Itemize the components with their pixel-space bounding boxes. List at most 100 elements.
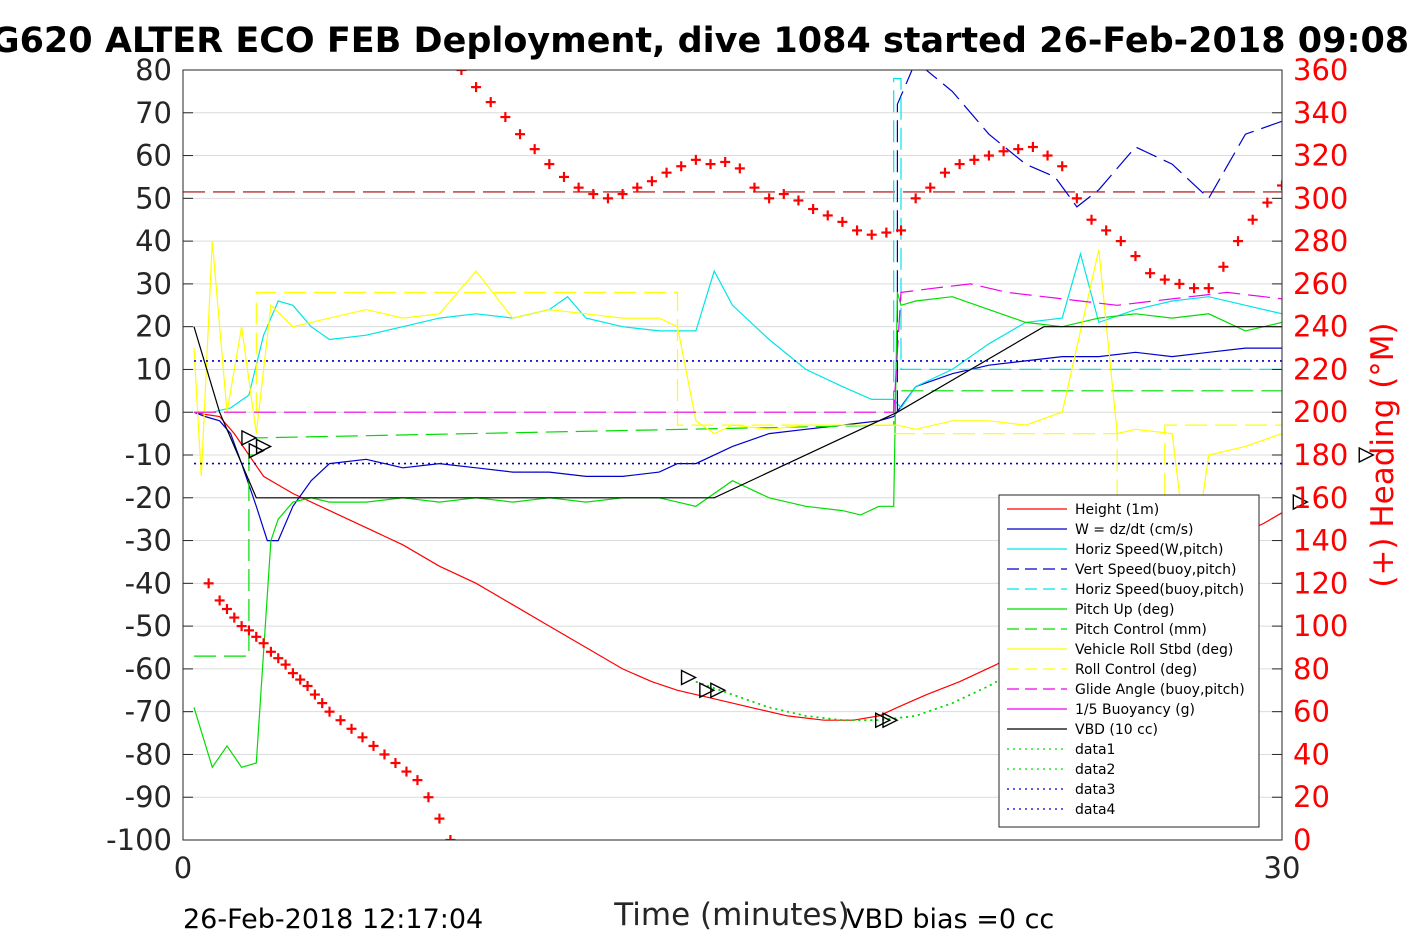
legend-label-3: Vert Speed(buoy,pitch) [1075, 562, 1237, 578]
legend-label-0: Height (1m) [1075, 502, 1159, 518]
heading-point [793, 195, 804, 206]
heading-point [749, 182, 760, 193]
heading-point [1174, 278, 1185, 289]
left-tick-label: -70 [125, 695, 172, 729]
heading-point [720, 156, 731, 167]
heading-point [822, 210, 833, 221]
left-tick-label: 80 [135, 53, 172, 87]
heading-point [969, 154, 980, 165]
legend: Height (1m) W = dz/dt (cm/s) Horiz Speed(W… [998, 494, 1260, 828]
legend-label-10: 1/5 Buoyancy (g) [1075, 702, 1195, 718]
triangle-marker [241, 429, 258, 447]
legend-label-8: Roll Control (deg) [1075, 662, 1197, 678]
heading-point [1130, 251, 1141, 262]
right-tick-label: 180 [1293, 438, 1348, 472]
heading-point [456, 70, 467, 75]
heading-point [309, 689, 320, 700]
x-axis-label: Time (minutes) [613, 897, 849, 933]
heading-point [423, 792, 434, 803]
series-line-8 [194, 291, 1282, 584]
heading-point [939, 167, 950, 178]
heading-point [881, 227, 892, 238]
series-line-1 [193, 347, 1282, 542]
heading-point [910, 193, 921, 204]
heading-point [558, 171, 569, 182]
heading-point [203, 578, 214, 589]
right-tick-label: 280 [1293, 224, 1348, 258]
series-line-9 [194, 283, 1282, 413]
heading-point [390, 758, 401, 768]
right-tick-label: 0 [1293, 823, 1311, 857]
left-tick-label: -90 [125, 780, 172, 814]
heading-point [317, 698, 328, 709]
legend-label-2: Horiz Speed(W,pitch) [1075, 542, 1223, 558]
heading-point [1145, 268, 1156, 279]
heading-point [346, 723, 357, 734]
chart-title: G620 ALTER ECO FEB Deployment, dive 1084… [0, 21, 1409, 61]
heading-point [357, 732, 368, 743]
right-tick-label: 80 [1293, 652, 1330, 686]
heading-point [1101, 225, 1112, 236]
series-layer [183, 70, 1282, 769]
heading-point [287, 668, 298, 679]
heading-point [379, 749, 390, 760]
legend-box [998, 494, 1260, 828]
left-tick-label: 60 [135, 139, 172, 173]
heading-point [1057, 161, 1068, 172]
left-tick-label: -100 [106, 823, 172, 857]
right-tick-label: 220 [1293, 352, 1348, 386]
right-tick-label: 360 [1293, 53, 1348, 87]
series-line-7 [193, 241, 1282, 584]
left-tick-label: 30 [135, 267, 172, 301]
left-tick-label: -30 [125, 524, 172, 558]
heading-point [1262, 197, 1273, 208]
right-tick-label: 340 [1293, 96, 1348, 130]
right-tick-label: 300 [1293, 181, 1348, 215]
heading-point [764, 193, 775, 204]
heading-point [998, 146, 1009, 157]
heading-point [273, 653, 284, 664]
heading-point [1189, 283, 1200, 294]
legend-label-15: data4 [1075, 802, 1116, 818]
heading-point [243, 625, 254, 636]
right-tick-label: 100 [1293, 609, 1348, 643]
triangle-marker [710, 682, 727, 699]
footer-timestamp: 26-Feb-2018 12:17:04 [183, 904, 483, 935]
legend-label-9: Glide Angle (buoy,pitch) [1075, 682, 1245, 698]
heading-point [734, 163, 745, 174]
heading-point [251, 631, 262, 642]
heading-point [280, 659, 291, 670]
heading-point [602, 193, 613, 204]
legend-label-14: data3 [1075, 782, 1115, 798]
legend-label-1: W = dz/dt (cm/s) [1075, 522, 1194, 538]
heading-point [434, 813, 445, 824]
series-line-11 [193, 326, 1282, 499]
triangle-marker [1358, 446, 1375, 464]
heading-point [1277, 180, 1282, 191]
left-axis-ticks: 80 70 60 50 40 30 20 10 0 -10 -20 -30 -40 -50 -60 -70 -8… [106, 53, 193, 857]
legend-label-6: Pitch Control (mm) [1075, 622, 1207, 638]
heading-point [1218, 261, 1229, 272]
left-tick-label: 0 [154, 395, 172, 429]
left-tick-label: 70 [135, 96, 172, 130]
heading-point [236, 621, 247, 632]
heading-point [500, 112, 511, 123]
heading-point [646, 176, 657, 187]
heading-point [401, 766, 412, 777]
x-tick-label: 30 [1264, 851, 1301, 885]
heading-point [676, 161, 687, 172]
heading-point [1159, 274, 1170, 285]
left-tick-label: -40 [125, 566, 172, 600]
heading-point [515, 129, 526, 140]
heading-point [617, 189, 628, 200]
right-tick-label: 200 [1293, 395, 1348, 429]
x-axis-ticks: 0 30 [174, 830, 1301, 885]
heading-point [412, 775, 423, 786]
triangle-marker [1292, 493, 1309, 511]
footer-vbd-bias: VBD bias =0 cc [846, 904, 1054, 935]
left-tick-label: -60 [125, 652, 172, 686]
right-tick-label: 120 [1293, 566, 1348, 600]
heading-point [925, 182, 936, 193]
left-tick-label: -50 [125, 609, 172, 643]
triangle-marker [680, 669, 698, 686]
